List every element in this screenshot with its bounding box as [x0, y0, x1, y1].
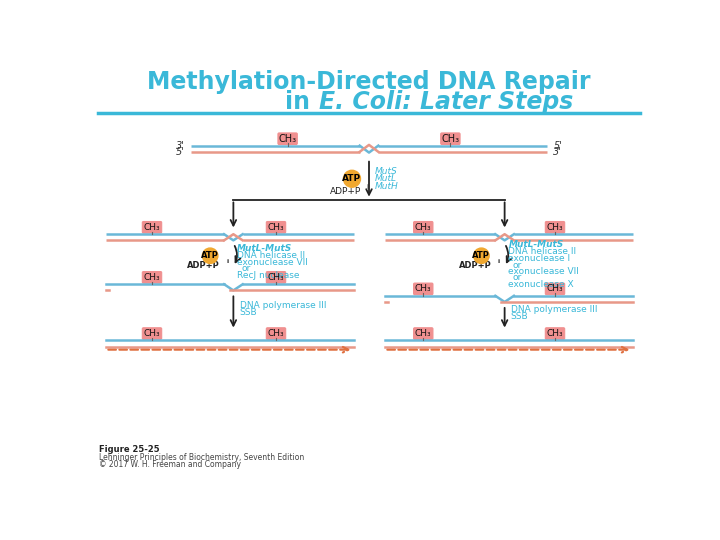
Text: CH₃: CH₃ [268, 273, 284, 282]
FancyBboxPatch shape [266, 221, 286, 233]
FancyBboxPatch shape [266, 272, 286, 283]
Text: 3': 3' [176, 140, 184, 151]
Text: 5': 5' [176, 147, 184, 157]
Circle shape [343, 170, 361, 187]
FancyBboxPatch shape [413, 283, 433, 295]
Text: ADP+P: ADP+P [330, 187, 361, 197]
Circle shape [474, 248, 489, 264]
Text: exonuclease VII: exonuclease VII [238, 258, 308, 267]
Text: i: i [366, 184, 369, 190]
Text: CH₃: CH₃ [441, 134, 459, 144]
Circle shape [202, 248, 218, 264]
FancyBboxPatch shape [545, 221, 564, 233]
Text: i: i [226, 259, 228, 264]
Text: MutL: MutL [374, 174, 397, 183]
Text: CH₃: CH₃ [268, 223, 284, 232]
Text: CH₃: CH₃ [415, 329, 431, 338]
Text: MutS: MutS [374, 166, 397, 176]
FancyBboxPatch shape [143, 272, 162, 283]
Text: in: in [285, 90, 319, 114]
Text: CH₃: CH₃ [144, 223, 161, 232]
Text: MutL-MutS: MutL-MutS [508, 240, 564, 249]
Text: CH₃: CH₃ [144, 273, 161, 282]
Text: ATP: ATP [201, 251, 219, 260]
Text: 5': 5' [554, 140, 562, 151]
Text: CH₃: CH₃ [546, 329, 563, 338]
FancyBboxPatch shape [545, 328, 564, 339]
Text: DNA polymerase III: DNA polymerase III [240, 301, 326, 310]
FancyBboxPatch shape [143, 328, 162, 339]
Text: Figure 25-25: Figure 25-25 [99, 446, 160, 454]
Text: ATP: ATP [472, 251, 490, 260]
Text: Methylation-Directed DNA Repair: Methylation-Directed DNA Repair [148, 70, 590, 94]
Text: © 2017 W. H. Freeman and Company: © 2017 W. H. Freeman and Company [99, 460, 241, 469]
Text: RecJ nuclease: RecJ nuclease [238, 271, 300, 280]
Text: CH₃: CH₃ [279, 134, 297, 144]
FancyBboxPatch shape [441, 133, 460, 145]
Text: i: i [498, 259, 500, 264]
Text: Lehninger Principles of Biochemistry, Seventh Edition: Lehninger Principles of Biochemistry, Se… [99, 453, 305, 462]
Text: CH₃: CH₃ [546, 285, 563, 293]
Text: MutH: MutH [374, 182, 398, 191]
Text: ADP+P: ADP+P [187, 261, 220, 270]
Text: exonuclease VII: exonuclease VII [508, 267, 580, 275]
Text: CH₃: CH₃ [268, 329, 284, 338]
Text: exonuclease I: exonuclease I [508, 254, 571, 264]
Text: DNA helicase II: DNA helicase II [508, 247, 577, 256]
FancyBboxPatch shape [266, 328, 286, 339]
Text: CH₃: CH₃ [415, 285, 431, 293]
Text: or: or [513, 273, 521, 282]
Text: 3': 3' [554, 147, 562, 157]
Text: exonuclease X: exonuclease X [508, 280, 574, 289]
Text: or: or [513, 260, 521, 269]
FancyBboxPatch shape [413, 328, 433, 339]
Text: MutL-MutS: MutL-MutS [238, 244, 292, 253]
Text: ADP+P: ADP+P [459, 261, 492, 270]
Text: DNA polymerase III: DNA polymerase III [510, 305, 598, 314]
FancyBboxPatch shape [413, 221, 433, 233]
Text: CH₃: CH₃ [546, 223, 563, 232]
FancyBboxPatch shape [143, 221, 162, 233]
Text: DNA helicase II: DNA helicase II [238, 251, 305, 260]
Text: or: or [241, 265, 251, 273]
FancyBboxPatch shape [545, 283, 564, 295]
Text: E. Coli: Later Steps: E. Coli: Later Steps [319, 90, 573, 114]
Text: ATP: ATP [343, 174, 361, 183]
Text: SSB: SSB [240, 308, 257, 317]
Text: SSB: SSB [510, 312, 528, 321]
Text: CH₃: CH₃ [415, 223, 431, 232]
FancyBboxPatch shape [278, 133, 297, 145]
Text: CH₃: CH₃ [144, 329, 161, 338]
